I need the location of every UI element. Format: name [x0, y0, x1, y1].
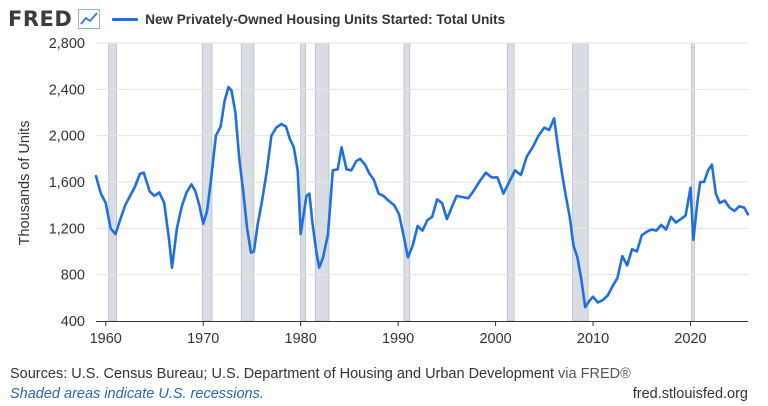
- y-tick-label: 1,200: [49, 221, 85, 237]
- y-tick-label: 800: [61, 268, 85, 284]
- x-tick-label: 2010: [577, 331, 609, 347]
- sources-text: Sources: U.S. Census Bureau; U.S. Depart…: [10, 366, 555, 382]
- fred-logo[interactable]: FRED: [8, 7, 73, 31]
- y-axis-ticks: 400 800 1,200 1,600 2,000 2,400 2,800: [49, 36, 85, 330]
- legend-line-swatch: [112, 17, 139, 21]
- fred-url-link[interactable]: fred.stlouisfed.org: [632, 386, 748, 402]
- chart-legend: New Privately-Owned Housing Units Starte…: [112, 12, 505, 27]
- chart-header: FRED New Privately-Owned Housing Units S…: [8, 6, 505, 32]
- recession-note: Shaded areas indicate U.S. recessions.: [10, 386, 264, 402]
- y-tick-label: 400: [61, 314, 85, 330]
- x-tick-label: 1980: [285, 331, 317, 347]
- y-tick-label: 2,000: [49, 129, 85, 145]
- x-tick-label: 2000: [479, 331, 511, 347]
- x-tick-label: 1990: [382, 331, 414, 347]
- series-line[interactable]: [94, 85, 750, 309]
- via-fred-text: via FRED®: [554, 366, 631, 382]
- x-axis-ticks: 1960 1970 1980 1990 2000 2010 2020: [90, 321, 707, 347]
- y-axis-label: Thousands of Units: [17, 121, 33, 246]
- x-tick-label: 1960: [90, 331, 122, 347]
- y-tick-label: 2,400: [49, 82, 85, 98]
- trend-line-icon: [78, 9, 101, 29]
- gridlines: [96, 42, 748, 322]
- sources-note: Sources: U.S. Census Bureau; U.S. Depart…: [10, 366, 631, 382]
- x-tick-label: 2020: [674, 331, 706, 347]
- y-tick-label: 2,800: [49, 36, 85, 52]
- y-tick-label: 1,600: [49, 175, 85, 191]
- x-tick-label: 1970: [187, 331, 219, 347]
- legend-series-label: New Privately-Owned Housing Units Starte…: [145, 11, 506, 27]
